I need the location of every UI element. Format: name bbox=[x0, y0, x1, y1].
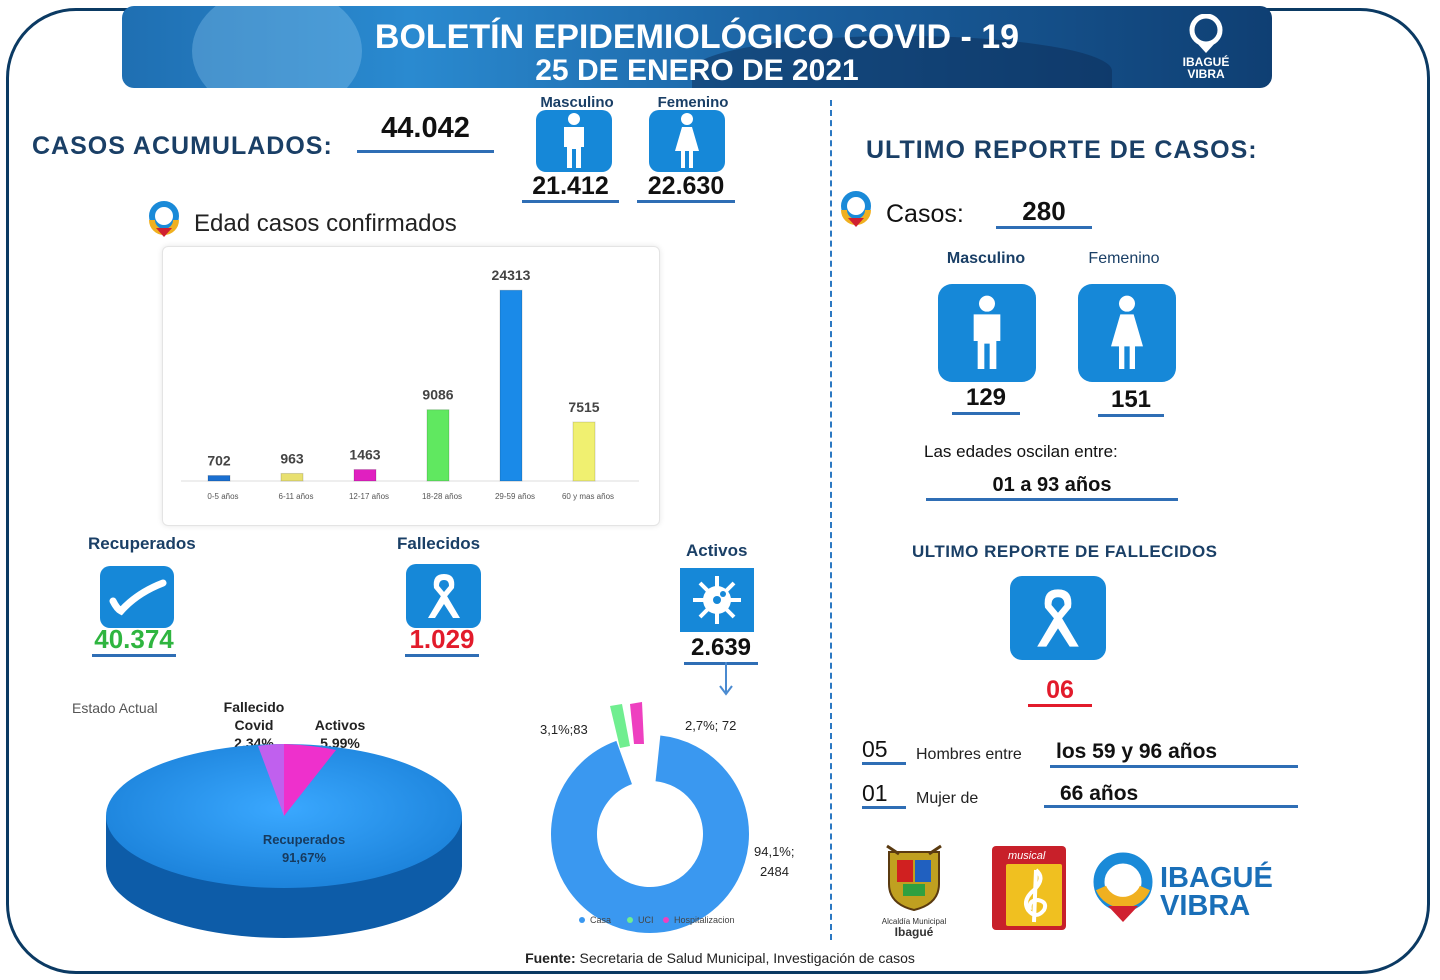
age-bar bbox=[207, 474, 231, 482]
age-tick-label: 12-17 años bbox=[349, 492, 389, 501]
svg-text:Hospitalizacion: Hospitalizacion bbox=[674, 915, 735, 925]
age-bar-value: 7515 bbox=[568, 399, 599, 415]
last-female-value: 151 bbox=[1098, 386, 1164, 417]
location-pin-icon bbox=[1189, 14, 1223, 53]
age-tick-label: 6-11 años bbox=[279, 492, 314, 501]
last-female-label: Femenino bbox=[1088, 250, 1160, 267]
female-cases-value: 22.630 bbox=[637, 172, 735, 203]
active-value: 2.639 bbox=[684, 634, 758, 665]
source-text: Secretaria de Salud Municipal, Investiga… bbox=[579, 950, 915, 966]
svg-text:Casa: Casa bbox=[590, 915, 611, 925]
age-bar-value: 702 bbox=[207, 452, 231, 468]
last-cases-label: Casos: bbox=[886, 200, 964, 228]
location-pin-icon bbox=[149, 201, 179, 237]
recovered-value: 40.374 bbox=[92, 624, 176, 657]
capital-musical-logo: musical bbox=[992, 846, 1066, 930]
last-male-value: 129 bbox=[952, 384, 1020, 415]
deaths-total-value: 06 bbox=[1028, 676, 1092, 707]
male-cases-value: 21.412 bbox=[522, 172, 619, 203]
active-label: Activos bbox=[686, 541, 748, 560]
ibague-vibra-logo: IBAGUÉ VIBRA bbox=[1176, 14, 1236, 84]
header-banner: BOLETÍN EPIDEMIOLÓGICO COVID - 19 25 DE … bbox=[122, 6, 1272, 88]
donut-legend: Casa UCI Hospitalizacion bbox=[579, 915, 735, 925]
age-bar bbox=[499, 289, 523, 482]
age-bar bbox=[280, 472, 304, 482]
bulletin-title: BOLETÍN EPIDEMIOLÓGICO COVID - 19 bbox=[374, 18, 1020, 56]
deceased-value: 1.029 bbox=[405, 624, 479, 657]
pie-label-recovered-pct: 91,67% bbox=[282, 850, 327, 865]
check-icon bbox=[100, 566, 174, 628]
cumulative-cases-label: CASOS ACUMULADOS: bbox=[32, 132, 333, 160]
virus-icon bbox=[680, 568, 754, 632]
source-label: Fuente: bbox=[525, 950, 576, 966]
pie-slice-activos bbox=[284, 744, 336, 816]
last-male-label: Masculino bbox=[946, 250, 1026, 267]
cumulative-cases-value: 44.042 bbox=[357, 112, 494, 153]
female-icon bbox=[1078, 284, 1176, 382]
donut-slice-uci bbox=[610, 704, 630, 748]
donut-slice-hospitalizacion bbox=[630, 702, 644, 744]
age-tick-label: 60 y mas años bbox=[562, 492, 614, 501]
last-report-title: ULTIMO REPORTE DE CASOS: bbox=[866, 136, 1258, 164]
bulletin-date: 25 DE ENERO DE 2021 bbox=[535, 54, 859, 87]
pie-label-recovered: Recuperados bbox=[263, 832, 345, 847]
donut-value-casa: 2484 bbox=[760, 864, 789, 879]
pie-slice-fallecido bbox=[258, 744, 284, 816]
age-tick-label: 18-28 años bbox=[422, 492, 462, 501]
age-bar-value: 9086 bbox=[422, 387, 453, 403]
pie-title: Estado Actual bbox=[72, 700, 158, 716]
ribbon-icon bbox=[1010, 576, 1106, 660]
female-icon bbox=[649, 110, 725, 172]
location-pin-icon bbox=[1093, 852, 1153, 922]
donut-label-casa: 94,1%; bbox=[754, 844, 794, 859]
age-bar bbox=[353, 469, 377, 482]
svg-text:UCI: UCI bbox=[638, 915, 654, 925]
age-range-label: Las edades oscilan entre: bbox=[924, 442, 1118, 461]
alcaldia-logo: Alcaldía Municipal Ibagué bbox=[872, 840, 956, 938]
care-donut-chart: 3,1%;83 2,7%; 72 94,1%; 2484 Casa UCI Ho… bbox=[540, 702, 794, 933]
ibague-vibra-footer-logo: IBAGUÉ VIBRA bbox=[1088, 850, 1278, 930]
deaths-men-range: los 59 y 96 años bbox=[1050, 740, 1298, 768]
age-range-value: 01 a 93 años bbox=[926, 474, 1178, 501]
recovered-label: Recuperados bbox=[88, 534, 196, 553]
male-label: Masculino bbox=[540, 94, 614, 111]
age-chart-title: Edad casos confirmados bbox=[194, 210, 457, 237]
section-divider bbox=[830, 100, 832, 940]
age-tick-label: 0-5 años bbox=[207, 492, 238, 501]
age-bar-value: 1463 bbox=[349, 447, 380, 463]
age-chart: 702 0-5 años 963 6-11 años 1463 12-17 años 908… bbox=[162, 246, 660, 526]
last-cases-value: 280 bbox=[996, 196, 1092, 229]
age-bar-value: 963 bbox=[280, 450, 304, 466]
donut-slice-casa bbox=[551, 735, 749, 933]
deaths-men-count: 05 bbox=[862, 736, 906, 765]
source-footer: Fuente: Secretaria de Salud Municipal, I… bbox=[0, 950, 1440, 966]
ribbon-icon bbox=[406, 564, 481, 628]
coat-of-arms-icon bbox=[886, 844, 942, 912]
age-tick-label: 29-59 años bbox=[495, 492, 535, 501]
arrow-down-icon bbox=[719, 662, 733, 696]
treble-clef-icon bbox=[1024, 868, 1048, 923]
age-bar-chart: 702 0-5 años 963 6-11 años 1463 12-17 años 908… bbox=[181, 267, 639, 501]
deaths-report-title: ULTIMO REPORTE DE FALLECIDOS bbox=[912, 542, 1218, 561]
age-bar-value: 24313 bbox=[492, 267, 531, 283]
deaths-women-text: Mujer de bbox=[916, 790, 979, 807]
donut-label-hosp: 2,7%; 72 bbox=[685, 718, 736, 733]
location-pin-icon bbox=[841, 191, 871, 227]
male-icon bbox=[536, 110, 612, 172]
deaths-women-count: 01 bbox=[862, 780, 906, 809]
age-bar bbox=[572, 421, 596, 482]
deaths-women-age: 66 años bbox=[1044, 782, 1298, 808]
deaths-men-text: Hombres entre bbox=[916, 746, 1022, 763]
male-icon bbox=[938, 284, 1036, 382]
age-bar bbox=[426, 409, 450, 482]
female-label: Femenino bbox=[657, 94, 729, 111]
deceased-label: Fallecidos bbox=[397, 534, 481, 553]
donut-label-uci: 3,1%;83 bbox=[540, 722, 588, 737]
status-pie-chart: Recuperados 91,67% bbox=[106, 744, 462, 938]
